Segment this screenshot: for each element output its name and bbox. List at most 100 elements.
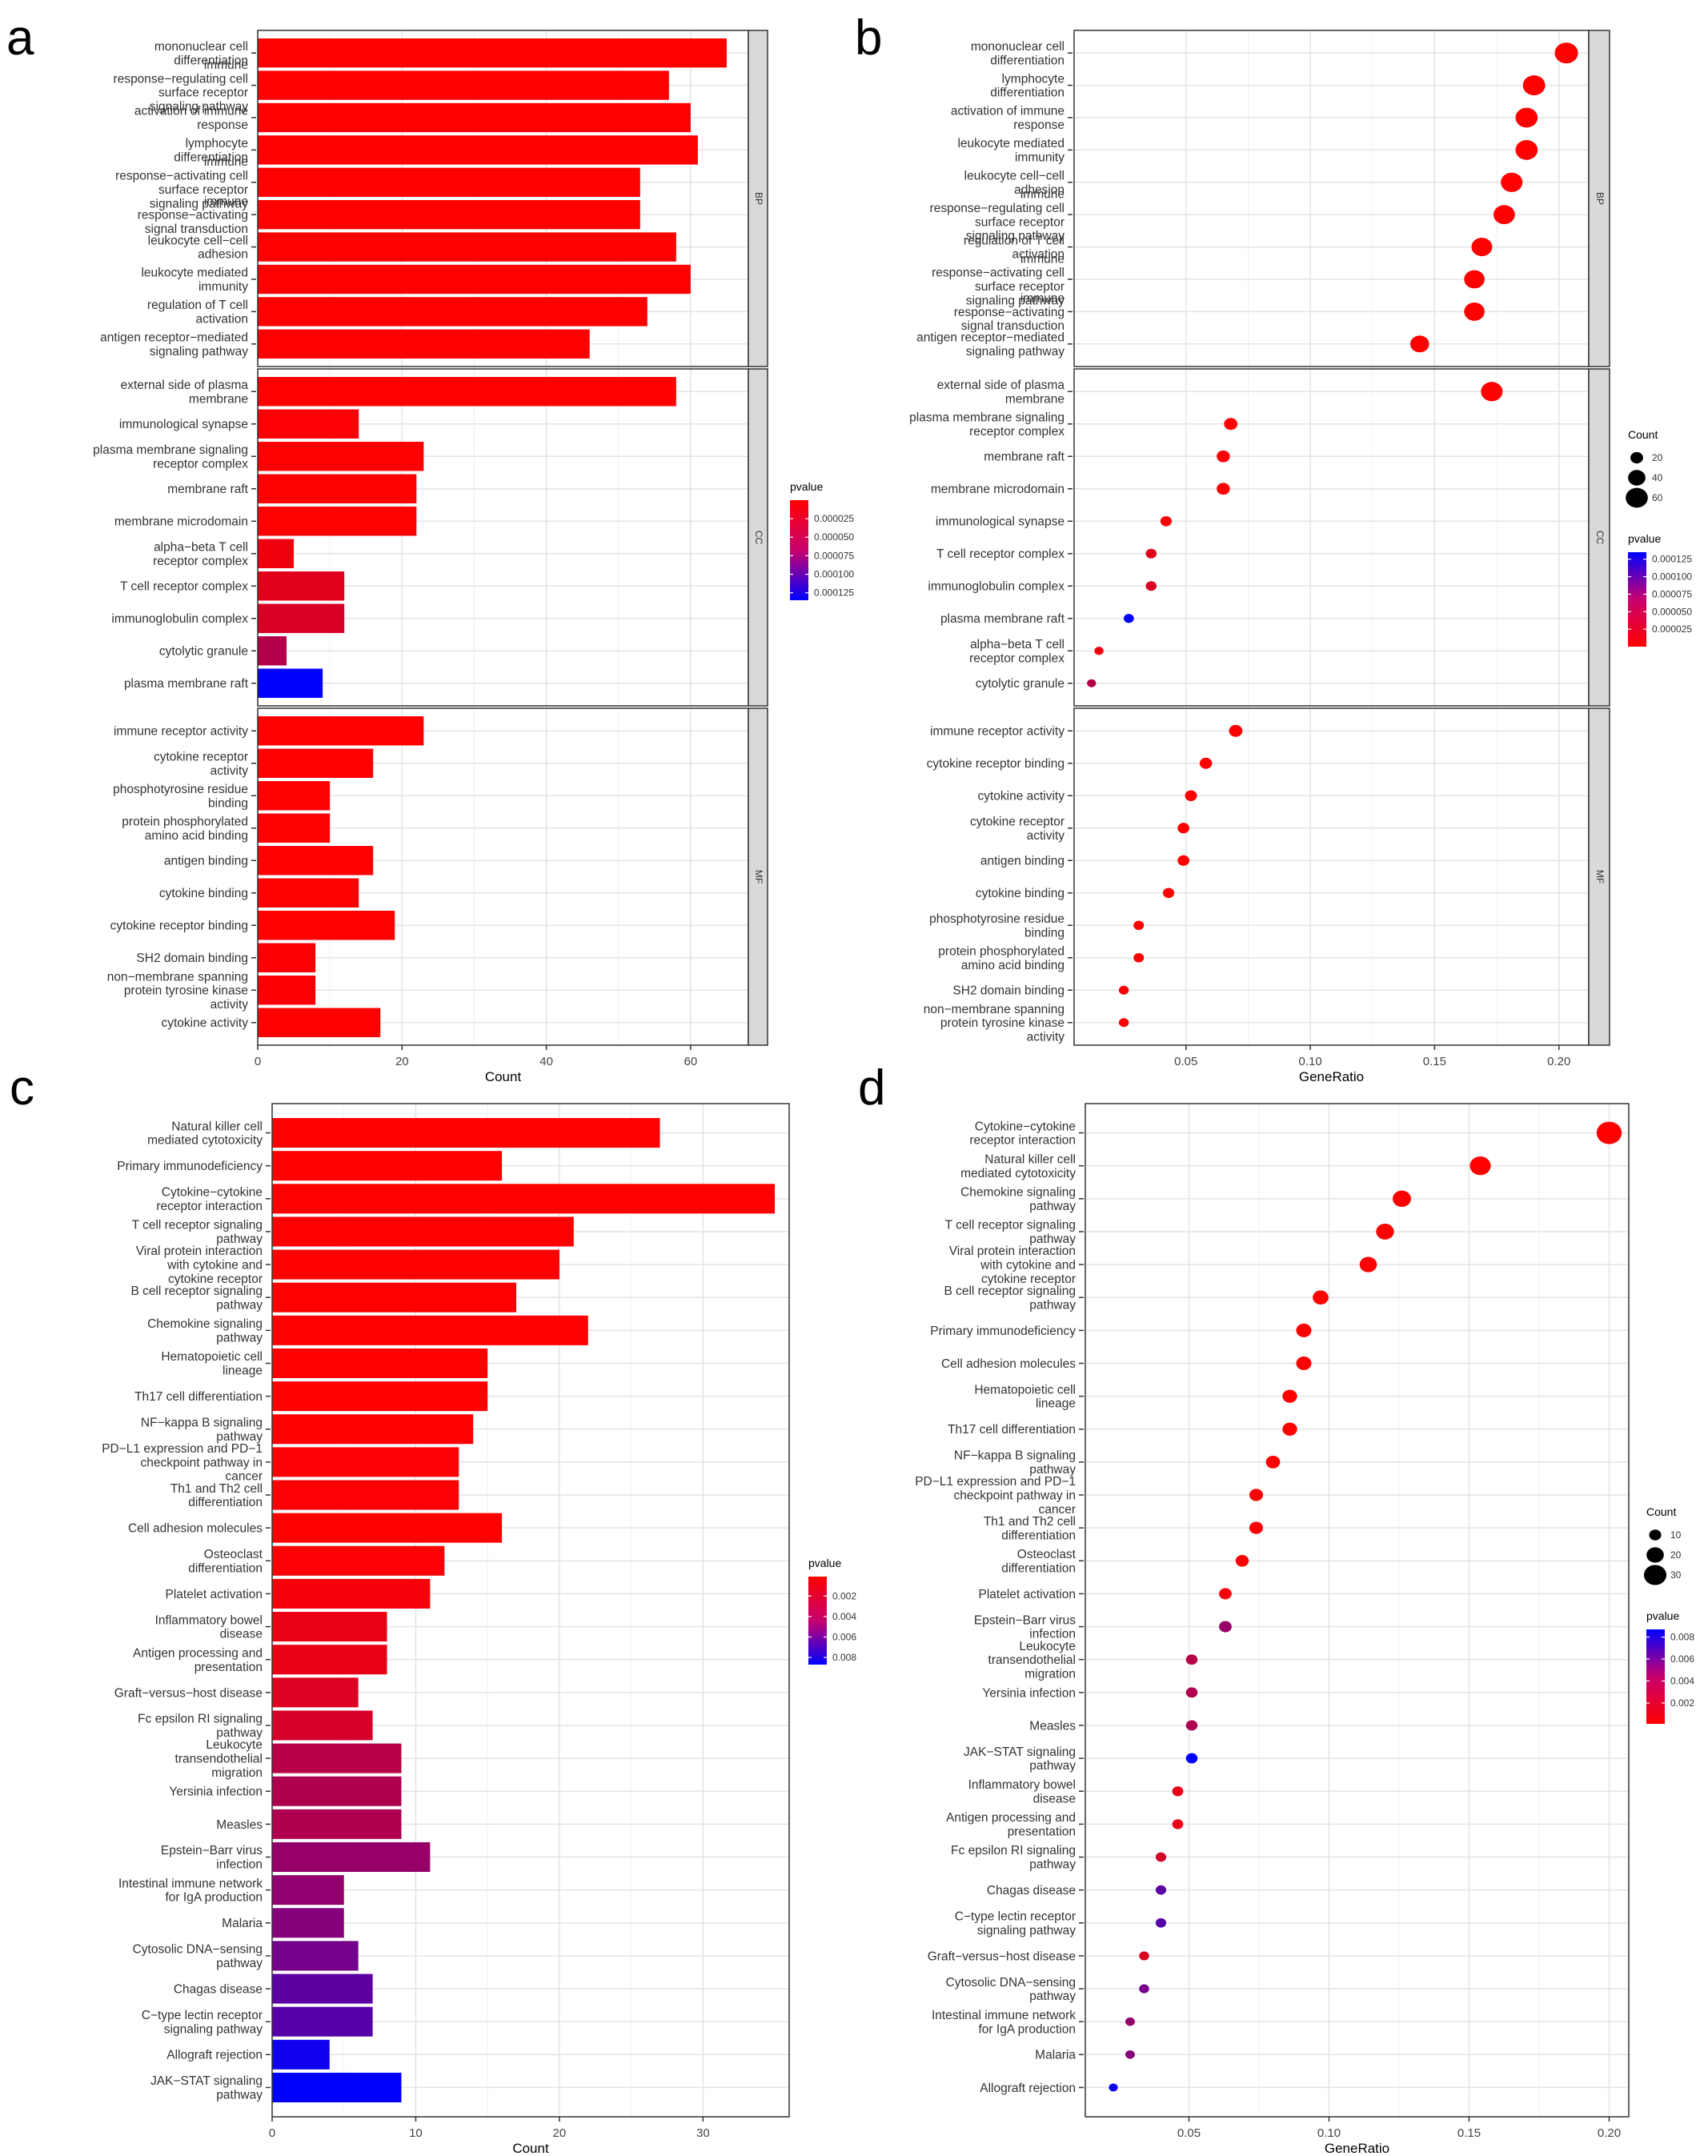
colorbar-label: 0.008: [832, 1652, 856, 1663]
category-label-line: response: [197, 118, 248, 132]
category-label-line: phosphotyrosine residue: [929, 912, 1064, 926]
chart-panel-d: Cytokine−cytokine receptor interaction Nat…: [915, 1103, 1694, 2156]
x-tick-label: 0: [269, 2126, 275, 2140]
category-label: non−membrane spanning protein tyrosine ki…: [924, 1003, 1064, 1044]
facet-strip: [1588, 30, 1610, 367]
category-label: JAK−STAT signaling pathway: [150, 2074, 263, 2102]
bar: [258, 813, 331, 843]
category-label-line: Osteoclast: [1017, 1548, 1077, 1561]
point: [1282, 1422, 1297, 1436]
category-label-line: cytokine activity: [977, 790, 1064, 803]
category-label: NF−kappa B signaling pathway: [954, 1449, 1076, 1477]
point: [1219, 1588, 1232, 1600]
category-label-line: pathway: [1029, 1463, 1076, 1477]
category-label: Allograft rejection: [980, 2082, 1076, 2095]
category-label-line: leukocyte cell−cell: [964, 170, 1064, 183]
category-label: immune response−activating signal transduc…: [138, 194, 248, 236]
category-label-line: regulation of T cell: [964, 234, 1064, 247]
category-label-line: signaling pathway: [150, 197, 248, 210]
category-label: external side of plasma membrane: [121, 379, 249, 406]
category-label-line: Natural killer cell: [171, 1120, 263, 1133]
category-label: cytokine binding: [976, 887, 1064, 900]
point: [1145, 548, 1157, 559]
category-label: external side of plasma membrane: [937, 379, 1065, 406]
category-label-line: cytokine activity: [161, 1016, 248, 1030]
point: [1109, 2083, 1118, 2092]
bar: [272, 1381, 488, 1412]
category-label-line: immunoglobulin complex: [928, 580, 1064, 594]
category-label: Yersinia infection: [169, 1785, 263, 1799]
category-label: JAK−STAT signaling pathway: [964, 1745, 1076, 1773]
category-label: Epstein−Barr virus infection: [974, 1613, 1076, 1641]
point: [1217, 450, 1230, 463]
category-label: lymphocyte differentiation: [174, 137, 248, 164]
category-label: Primary immunodeficiency: [117, 1160, 263, 1173]
category-label-line: regulation of T cell: [147, 299, 248, 312]
category-label-line: Th17 cell differentiation: [948, 1423, 1076, 1437]
category-label-line: leukocyte cell−cell: [148, 234, 248, 247]
category-label-line: phosphotyrosine residue: [113, 783, 248, 796]
category-label-line: Graft−versus−host disease: [114, 1686, 263, 1700]
point: [1172, 1786, 1184, 1797]
legend-size-point: [1649, 1529, 1662, 1541]
category-label: Cytosolic DNA−sensing pathway: [133, 1943, 263, 1970]
legend-size-label: 10: [1670, 1529, 1682, 1541]
category-label-line: pathway: [1029, 1858, 1076, 1872]
point: [1219, 1621, 1232, 1633]
category-label-line: Cytokine−cytokine: [975, 1120, 1076, 1133]
category-label-line: signaling pathway: [150, 100, 248, 114]
category-label: immune response−activating signal transduc…: [954, 291, 1064, 333]
category-label-line: surface receptor: [158, 183, 248, 197]
category-label-line: transendothelial: [175, 1753, 263, 1766]
category-label-line: Yersinia infection: [169, 1785, 263, 1799]
category-label-line: antigen receptor−mediated: [100, 331, 248, 345]
point: [1094, 647, 1104, 655]
panel-border: [1085, 1103, 1630, 2118]
bar: [272, 1710, 373, 1741]
point: [1515, 107, 1538, 128]
facet-strip: [1588, 707, 1610, 1046]
category-label-line: response−regulating cell: [114, 72, 248, 86]
category-label: immune response−activating cell surface re…: [932, 252, 1064, 307]
category-label-line: protein tyrosine kinase: [124, 984, 248, 998]
category-label-line: non−membrane spanning: [107, 970, 248, 984]
category-label-line: membrane: [1005, 392, 1064, 406]
category-label-line: pathway: [216, 1298, 263, 1312]
point: [1471, 238, 1493, 257]
category-label-line: response−regulating cell: [930, 202, 1064, 215]
point: [1172, 1819, 1184, 1829]
point: [1596, 1121, 1622, 1144]
point: [1554, 42, 1578, 64]
category-label-line: cytolytic granule: [159, 645, 248, 659]
category-label-line: with cytokine and: [166, 1259, 263, 1272]
category-label: Cell adhesion molecules: [941, 1357, 1076, 1371]
point: [1185, 1720, 1198, 1731]
category-label-line: SH2 domain binding: [952, 984, 1064, 998]
category-label-line: Inflammatory bowel: [155, 1613, 263, 1627]
legend-size-point: [1628, 470, 1646, 486]
category-label: Inflammatory bowel disease: [155, 1613, 263, 1641]
category-label: PD−L1 expression and PD−1 checkpoint path…: [102, 1442, 263, 1484]
x-tick-label: 0.20: [1547, 1055, 1570, 1068]
category-label-line: pathway: [216, 1430, 263, 1444]
category-label-line: Intestinal immune network: [932, 2009, 1076, 2022]
category-label-line: Platelet activation: [166, 1588, 263, 1601]
category-label-line: Leukocyte: [1019, 1640, 1076, 1653]
category-label: NF−kappa B signaling pathway: [141, 1417, 263, 1444]
category-label: Yersinia infection: [982, 1686, 1076, 1700]
category-label-line: cytolytic granule: [976, 677, 1064, 691]
category-label-line: cytokine receptor binding: [927, 757, 1064, 771]
category-label-line: membrane raft: [167, 483, 248, 496]
bar: [272, 1184, 776, 1214]
colorbar-label: 0.000025: [1652, 623, 1692, 635]
chart-panel-b: mononuclear cell differentiationlymphocyt…: [909, 30, 1692, 1084]
category-label-line: T cell receptor complex: [936, 547, 1064, 561]
category-label-line: Measles: [216, 1818, 263, 1832]
bar: [272, 1447, 459, 1477]
bar: [272, 1645, 387, 1675]
category-label-line: membrane raft: [984, 451, 1064, 464]
point: [1296, 1357, 1312, 1370]
colorbar-label: 0.004: [832, 1611, 856, 1622]
legend-size-label: 60: [1652, 492, 1663, 503]
category-label-line: plasma membrane raft: [124, 677, 249, 691]
